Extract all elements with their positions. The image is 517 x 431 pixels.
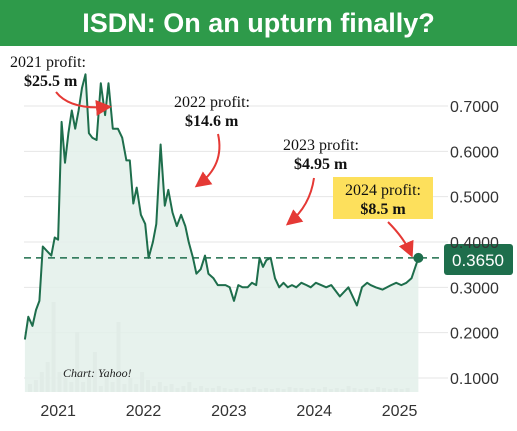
y-tick-label: 0.5000 (450, 190, 499, 207)
y-tick-label: 0.6000 (450, 144, 499, 161)
chart-title: ISDN: On an upturn finally? (82, 7, 435, 38)
annotation-2024-value: $8.5 m (360, 201, 406, 218)
annotation-2021-label: 2021 profit: (10, 54, 86, 71)
annotation-2022-label: 2022 profit: (174, 94, 250, 111)
annotation-2024-arrow (387, 221, 414, 258)
current-price-dot (413, 252, 424, 263)
y-tick-label: 0.3000 (450, 280, 499, 297)
annotation-2023-label: 2023 profit: (283, 137, 359, 154)
annotation-2024-box (333, 177, 433, 219)
annotation-2022-value: $14.6 m (185, 113, 239, 130)
x-axis-ticks: 2021 2022 2023 2024 2025 (40, 403, 417, 420)
current-price-text: 0.3650 (452, 251, 504, 270)
x-tick-label: 2022 (126, 403, 162, 420)
price-line (23, 73, 420, 340)
y-tick-label: 0.2000 (450, 326, 499, 343)
y-axis-ticks: 0.1000 0.2000 0.3000 0.4000 0.5000 0.6000 0.70… (450, 99, 499, 388)
chart-credit: Chart: Yahoo! (63, 366, 132, 380)
x-tick-label: 2021 (40, 403, 76, 420)
annotation-2024-label: 2024 profit: (345, 182, 421, 199)
title-banner: ISDN: On an upturn finally? (0, 0, 517, 46)
x-tick-label: 2025 (382, 403, 418, 420)
y-tick-label: 0.1000 (450, 371, 499, 388)
y-tick-label: 0.7000 (450, 99, 499, 116)
price-area (24, 74, 419, 393)
annotation-2023-arrow (285, 177, 315, 226)
annotation-2022-arrow (194, 133, 221, 188)
y-tick-label: 0.4000 (450, 235, 499, 252)
annotation-2021-arrow (55, 91, 112, 116)
annotation-2021-value: $25.5 m (24, 73, 78, 90)
annotation-2023-value: $4.95 m (294, 156, 348, 173)
x-tick-label: 2023 (211, 403, 247, 420)
x-tick-label: 2024 (296, 403, 332, 420)
current-price-label: 0.3650 (444, 244, 513, 275)
